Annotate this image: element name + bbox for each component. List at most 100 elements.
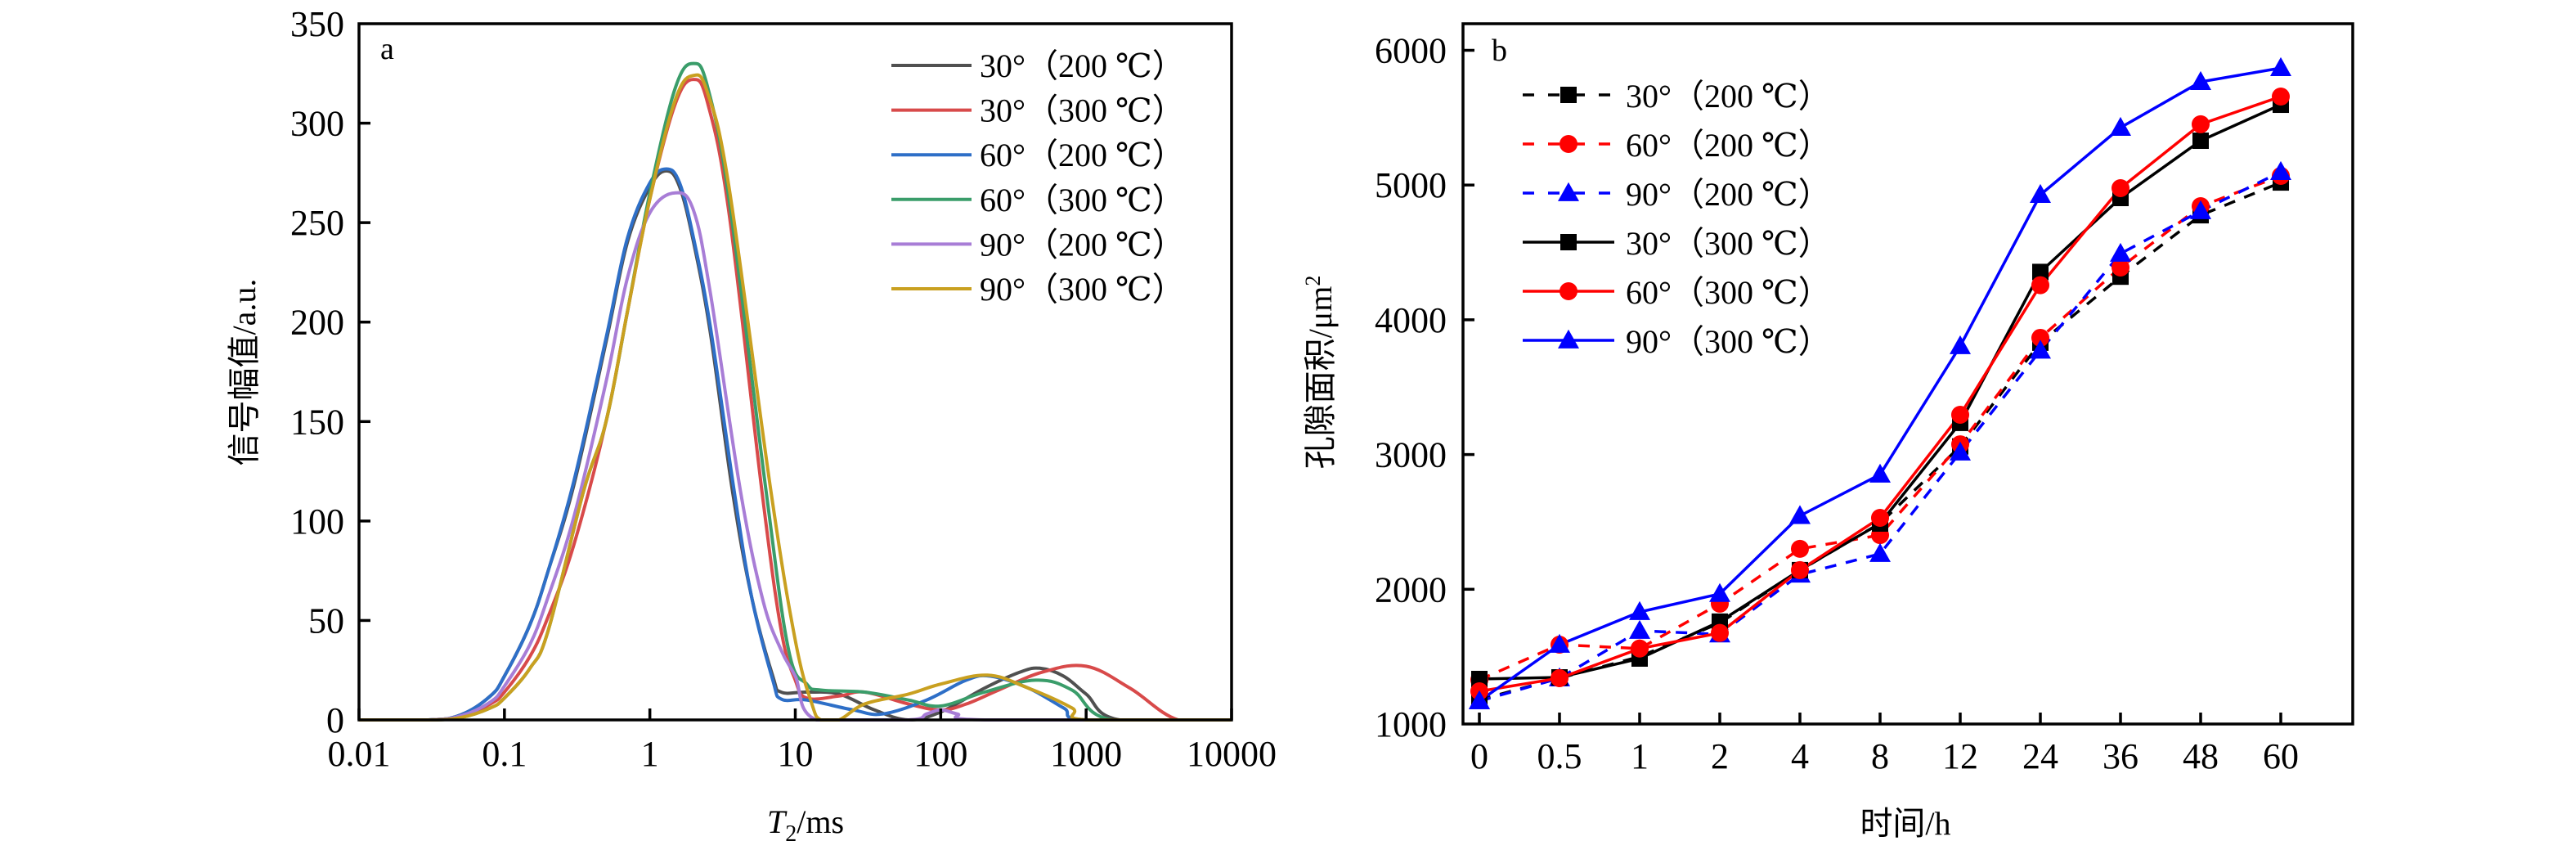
chart-b-series-line-4	[1479, 103, 2282, 681]
chart-b-point-s6-8	[2110, 116, 2131, 136]
chart-b-series	[1469, 56, 2291, 709]
chart-b-y-axis-title-sup: 2	[1301, 276, 1325, 286]
chart-b-legend-marker	[1560, 135, 1577, 153]
chart-a-y-tick-label: 200	[290, 303, 344, 343]
chart-b-x-tick-label: 1	[1631, 736, 1649, 776]
chart-b-legend-item-2: 60°（200 ℃）	[1523, 127, 1831, 164]
chart-b-point-s5-10	[2272, 87, 2290, 106]
chart-b-x-tick-label: 2	[1711, 736, 1729, 776]
chart-b-y-tick-label: 2000	[1375, 569, 1447, 609]
chart-b-legend-marker	[1560, 234, 1577, 250]
chart-a-legend-label: 90°（200 ℃）	[980, 226, 1185, 263]
chart-b-series-line-5	[1479, 95, 2282, 693]
chart-b-legend-item-5: 60°（300 ℃）	[1523, 274, 1831, 311]
chart-b-legend-label: 30°（200 ℃）	[1626, 78, 1831, 115]
chart-a-x-tick-label: 1000	[1050, 734, 1122, 774]
chart-a-series-line-5	[359, 191, 1232, 722]
chart-b-legend-marker	[1560, 87, 1577, 103]
chart-a-y-tick-label: 350	[290, 4, 344, 44]
chart-b-legend-label: 60°（300 ℃）	[1626, 274, 1831, 311]
chart-b-point-s3-6	[1950, 441, 1971, 461]
chart-b-series-line-6	[1478, 66, 2282, 703]
chart-a-x-tick-label: 1	[641, 734, 659, 774]
chart-b-y-tick-label: 6000	[1375, 31, 1447, 71]
chart-a-series	[359, 61, 1232, 722]
chart-b-point-s5-7	[2031, 276, 2049, 295]
chart-a-y-tick-label: 300	[290, 104, 344, 144]
chart-b-x-tick-label: 36	[2103, 736, 2138, 776]
chart-b-legend-item-1: 30°（200 ℃）	[1523, 78, 1831, 115]
chart-a-ticks: 0.01 0.1 1 10 100 1000 10000 0 50 100 150 200 250 300…	[290, 4, 1277, 774]
chart-b-point-s5-6	[1951, 406, 1969, 425]
chart-b-point-s5-5	[1871, 509, 1889, 528]
chart-b-y-tick-label: 5000	[1375, 165, 1447, 205]
chart-b-point-s2-4	[1791, 539, 1809, 558]
chart-b-point-s4-0	[1471, 670, 1488, 687]
chart-b-legend-item-6: 90°（300 ℃）	[1523, 323, 1831, 360]
chart-a-series-line-2	[359, 78, 1232, 722]
chart-b-point-s6-1	[1549, 633, 1570, 653]
chart-a-x-axis-title-unit: /ms	[797, 803, 844, 840]
chart-b-x-tick-label: 48	[2183, 736, 2219, 776]
chart-b-legend-label: 60°（200 ℃）	[1626, 127, 1831, 164]
chart-b-legend-marker	[1558, 329, 1579, 349]
chart-b-point-s5-4	[1791, 560, 1809, 579]
chart-a-y-tick-label: 150	[290, 402, 344, 442]
chart-b-point-s5-3	[1711, 623, 1729, 642]
chart-b-point-s6-4	[1789, 505, 1811, 524]
chart-a-legend-label: 30°（200 ℃）	[980, 47, 1185, 84]
chart-b-x-tick-label: 24	[2022, 736, 2058, 776]
chart-a-series-line-6	[359, 73, 1232, 722]
chart-b-point-s6-5	[1869, 463, 1891, 483]
chart-a-legend: 30°（200 ℃） 30°（300 ℃） 60°（200 ℃） 60°（300 ℃）…	[891, 47, 1185, 308]
chart-a-legend-label: 30°（300 ℃）	[980, 92, 1185, 129]
chart-b-y-axis-title: 孔隙面积/μm2	[1301, 276, 1339, 470]
chart-b-plot-frame	[1461, 22, 2354, 726]
chart-a-y-tick-label: 50	[308, 600, 344, 641]
chart-a-panel-label: a	[380, 32, 394, 66]
chart-b-y-tick-label: 1000	[1375, 704, 1447, 744]
chart-b-point-s2-7	[2031, 328, 2049, 347]
chart-b-point-s6-0	[1469, 690, 1490, 709]
chart-b: 0 0.5 1 2 4 8 12 24 36 48 601000200030004000500060…	[1301, 22, 2354, 842]
chart-b-point-s6-3	[1709, 582, 1730, 602]
chart-b-point-s3-2	[1629, 619, 1650, 639]
chart-a-legend-label: 60°（300 ℃）	[980, 182, 1185, 218]
chart-b-point-s6-2	[1629, 600, 1650, 620]
chart-a-legend-item-6: 90°（300 ℃）	[891, 271, 1185, 308]
chart-b-series-line-2	[1479, 174, 2282, 681]
chart-a-x-axis-title: T2/ms	[767, 803, 844, 847]
chart-b-legend: 30°（200 ℃） 60°（200 ℃） 90°（200 ℃） 30°（300 ℃）…	[1523, 78, 1831, 360]
chart-b-point-s5-1	[1551, 669, 1568, 688]
chart-b-series-line-1	[1479, 181, 2282, 702]
chart-a-legend-item-1: 30°（200 ℃）	[891, 47, 1185, 84]
chart-b-x-axis-title: 时间/h	[1860, 805, 1950, 842]
chart-b-y-tick-label: 4000	[1375, 300, 1447, 340]
chart-b-legend-label: 30°（300 ℃）	[1626, 225, 1831, 262]
chart-a-legend-item-4: 60°（300 ℃）	[891, 182, 1185, 218]
chart-b-point-s6-7	[2030, 183, 2051, 203]
chart-a-legend-item-5: 90°（200 ℃）	[891, 226, 1185, 263]
chart-a-x-tick-label: 10000	[1187, 734, 1277, 774]
chart-b-point-s6-9	[2190, 70, 2211, 90]
chart-b-ticks: 0 0.5 1 2 4 8 12 24 36 48 601000200030004000500060…	[1375, 31, 2299, 777]
chart-a-y-tick-label: 100	[290, 501, 344, 542]
chart-a-x-axis-title-sub: 2	[785, 821, 797, 847]
chart-a-legend-label: 90°（300 ℃）	[980, 271, 1185, 308]
chart-a-x-tick-label: 0.01	[328, 734, 391, 774]
chart-b-legend-label: 90°（200 ℃）	[1626, 176, 1831, 213]
chart-b-x-tick-label: 0	[1470, 736, 1488, 776]
chart-a-y-tick-label: 250	[290, 203, 344, 243]
chart-b-legend-marker	[1560, 282, 1577, 300]
chart-a-legend-item-3: 60°（200 ℃）	[891, 137, 1185, 173]
chart-b-x-tick-label: 8	[1871, 736, 1889, 776]
chart-b-point-s5-9	[2192, 115, 2210, 133]
chart-b-y-axis-title-main: 孔隙面积/μm	[1302, 286, 1339, 470]
chart-a-y-axis-title: 信号幅值/a.u.	[226, 279, 263, 466]
chart-a-x-tick-label: 100	[913, 734, 967, 774]
chart-b-series-line-3	[1479, 170, 2282, 703]
chart-b-point-s5-2	[1631, 639, 1649, 658]
chart-b-point-s3-8	[2110, 242, 2131, 262]
chart-a-y-tick-label: 0	[326, 700, 344, 740]
